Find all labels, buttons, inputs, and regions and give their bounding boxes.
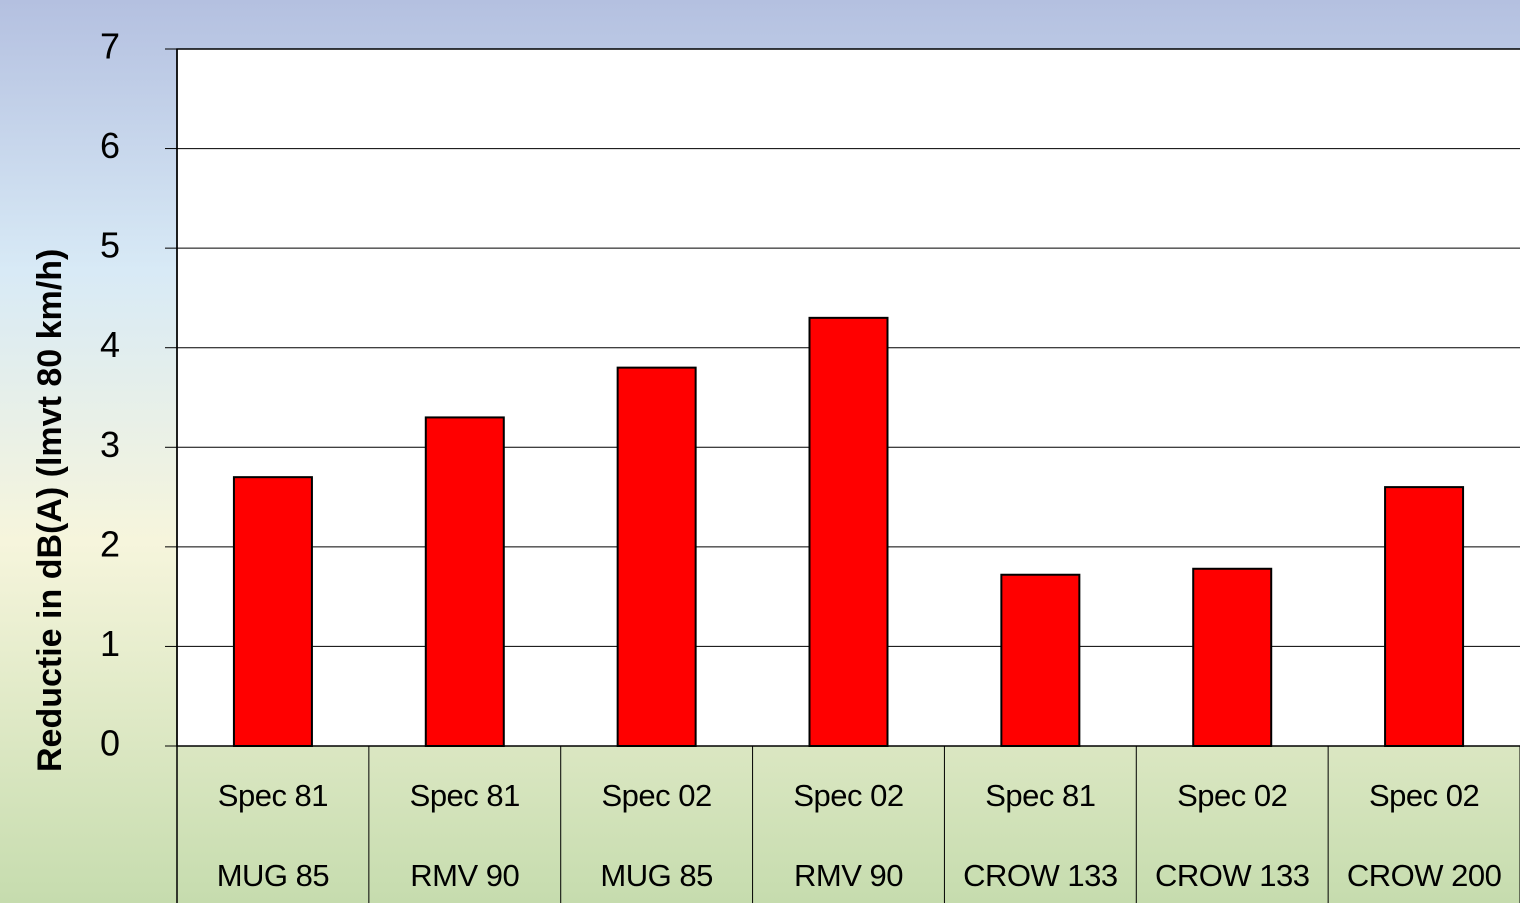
x-tick-label: Spec 02: [602, 778, 712, 813]
x-tick-label: Spec 02: [1177, 778, 1287, 813]
x-tick-label: Spec 81: [410, 778, 520, 813]
bar: [616, 366, 697, 747]
y-tick-label: 7: [100, 26, 120, 67]
x-tick-label: RMV 90: [794, 858, 903, 893]
bar: [1000, 573, 1081, 747]
y-tick-label: 3: [100, 424, 120, 465]
x-tick-label: Spec 81: [218, 778, 328, 813]
y-tick-label: 6: [100, 125, 120, 166]
x-tick-label: CROW 133: [1155, 858, 1309, 893]
x-tick-label: MUG 85: [600, 858, 712, 893]
y-tick-label: 4: [100, 324, 120, 365]
x-tick-label: Spec 02: [793, 778, 903, 813]
x-tick-label: Spec 81: [985, 778, 1095, 813]
x-tick-label: MUG 85: [217, 858, 329, 893]
x-tick-label: Spec 02: [1369, 778, 1479, 813]
x-tick-label: RMV 90: [410, 858, 519, 893]
y-tick-label: 5: [100, 225, 120, 266]
y-tick-label: 1: [100, 623, 120, 664]
bar: [424, 416, 505, 747]
y-tick-label: 0: [100, 723, 120, 764]
y-axis-title: Reductie in dB(A) (lmvt 80 km/h): [31, 249, 69, 772]
x-tick-label: CROW 133: [963, 858, 1117, 893]
bar: [1384, 486, 1465, 747]
bar: [808, 316, 889, 747]
x-tick-label: CROW 200: [1347, 858, 1502, 893]
bar: [1192, 567, 1273, 748]
bar: [232, 476, 313, 747]
y-tick-label: 2: [100, 523, 120, 564]
